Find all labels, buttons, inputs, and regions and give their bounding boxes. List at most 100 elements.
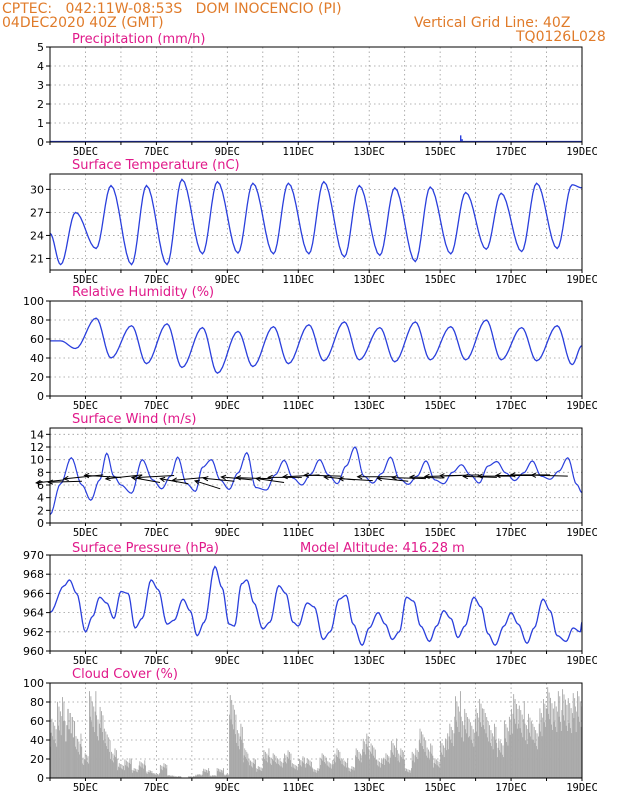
cloud-bar	[162, 770, 163, 778]
cloud-bar	[130, 759, 132, 778]
pressure-xtick-label: 19DEC	[566, 655, 598, 667]
cloud-bar	[498, 738, 500, 778]
cloud-bar	[128, 767, 129, 778]
cloud-bar	[318, 768, 320, 778]
cloud-bar	[562, 715, 564, 778]
cloud-bar	[321, 753, 323, 778]
cloud-bar	[76, 738, 78, 778]
cloud-bar	[310, 766, 312, 778]
cloud-bar	[455, 721, 457, 778]
cloud-bar	[335, 762, 337, 778]
cloud-bar	[458, 732, 460, 778]
cloud-bar	[525, 740, 527, 778]
temp-xtick-label: 9DEC	[215, 274, 240, 286]
cloud-bar	[273, 760, 275, 778]
cloud-bar	[386, 754, 388, 778]
cloud-bar	[548, 692, 550, 778]
cloud-bar	[441, 743, 443, 778]
cloud-bar	[534, 742, 536, 778]
cloud-bar	[161, 765, 163, 778]
cloud-bar	[146, 771, 148, 778]
cloud-bar	[560, 721, 561, 778]
cloud-bar	[193, 776, 195, 778]
cloud-bar	[393, 754, 395, 778]
cloud-ytick-label: 60	[30, 715, 44, 728]
cloud-bar	[330, 763, 332, 778]
cloud-bar	[142, 768, 144, 778]
cloud-bar	[405, 771, 407, 778]
cloud-bar	[577, 691, 578, 778]
cloud-bar	[249, 765, 251, 778]
cloud-bar	[433, 767, 434, 778]
cloud-bar	[437, 760, 439, 778]
cloud-bar	[370, 743, 372, 778]
cloud-bar	[450, 739, 451, 778]
cloud-bar	[197, 774, 199, 778]
cloud-bar	[371, 753, 373, 778]
cloud-bar	[350, 768, 352, 778]
cloud-bar	[463, 725, 465, 778]
cloud-bar	[198, 775, 200, 778]
cloud-bar	[497, 747, 499, 778]
wind-vector-head	[159, 476, 166, 483]
cloud-bar	[394, 757, 396, 778]
cloud-bar	[450, 726, 452, 778]
wind-xtick-label: 9DEC	[215, 527, 240, 539]
cloud-bar	[544, 703, 546, 778]
cloud-bar	[385, 753, 387, 778]
cloud-bar	[196, 775, 198, 778]
cloud-bar	[252, 767, 254, 778]
cloud-bar	[494, 739, 496, 778]
cloud-bar	[314, 772, 316, 778]
rh-xtick-label: 5DEC	[73, 400, 98, 412]
cloud-bar	[178, 776, 180, 778]
cloud-bar	[379, 767, 381, 778]
cloud-bar	[224, 774, 226, 778]
cloud-bar	[301, 766, 303, 778]
cloud-bar	[147, 773, 149, 778]
cloud-bar	[306, 762, 307, 778]
cloud-bar	[542, 717, 544, 778]
cloud-bar	[245, 758, 247, 778]
cloud-bar	[130, 764, 132, 778]
cloud-bar	[493, 736, 495, 778]
cloud-bar	[447, 733, 449, 778]
cloud-bar	[309, 760, 311, 778]
cloud-bar	[214, 776, 216, 778]
cloud-bar	[578, 696, 580, 778]
cloud-bar	[172, 776, 174, 778]
cloud-bar	[257, 768, 259, 778]
cloud-bar	[246, 751, 248, 778]
cloud-bar	[209, 776, 211, 778]
cloud-bar	[384, 759, 386, 778]
cloud-bar	[226, 774, 228, 778]
cloud-bar	[355, 755, 356, 778]
cloud-bar	[563, 694, 565, 778]
cloud-bar	[101, 732, 103, 778]
cloud-bar	[71, 717, 73, 778]
cloud-bar	[421, 746, 423, 778]
wind-vector	[392, 477, 426, 480]
cloud-bar	[558, 716, 560, 778]
cloud-bar	[536, 733, 538, 778]
cloud-bar	[523, 719, 525, 778]
cloud-bar	[500, 752, 502, 778]
cloud-bar	[398, 762, 400, 778]
cloud-bar	[514, 699, 516, 778]
cloud-bar	[79, 744, 81, 778]
cloud-bar	[222, 770, 224, 778]
cloud-bar	[342, 759, 344, 778]
cloud-ytick-label: 100	[23, 677, 44, 690]
cloud-bar	[238, 733, 240, 778]
wind-vector-head	[267, 474, 273, 481]
cloud-bar	[473, 746, 475, 778]
cloud-bar	[250, 760, 251, 778]
precip-ytick-label: 1	[37, 117, 44, 130]
cloud-bar	[579, 721, 581, 778]
cloud-bar	[53, 739, 55, 778]
wind-vector	[131, 476, 161, 483]
cloud-bar	[244, 757, 246, 778]
cloud-bar	[294, 764, 296, 778]
temp-xtick-label: 19DEC	[566, 274, 598, 286]
cloud-bar	[555, 706, 557, 778]
